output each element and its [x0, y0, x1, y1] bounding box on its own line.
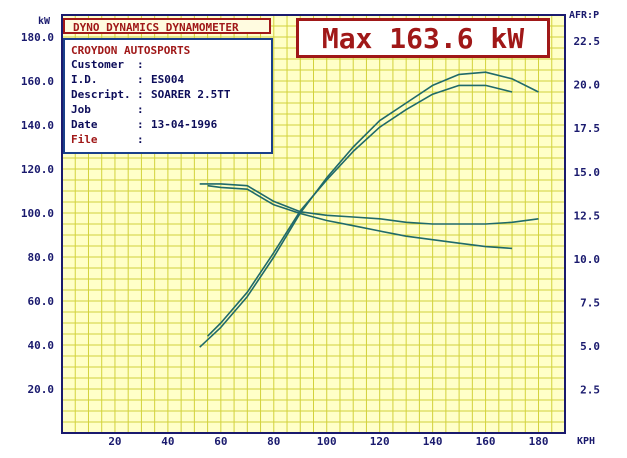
x-tick-label: 120: [370, 435, 390, 448]
info-key: Customer: [71, 58, 124, 71]
dyno-title: DYNO DYNAMICS DYNAMOMETER: [63, 18, 271, 34]
x-tick-label: 180: [529, 435, 549, 448]
x-tick-label: 160: [476, 435, 496, 448]
info-row-date: Date : 13-04-1996: [71, 117, 265, 132]
x-tick-label: 140: [423, 435, 443, 448]
x-tick-label: 100: [317, 435, 337, 448]
x-tick-label: 80: [267, 435, 280, 448]
y-right-tick-label: 7.5: [580, 296, 600, 309]
y-right-tick-label: 17.5: [574, 122, 601, 135]
info-colon: :: [137, 103, 144, 116]
info-row-job: Job :: [71, 102, 265, 117]
y-right-tick-label: 10.0: [574, 253, 601, 266]
info-value: 13-04-1996: [151, 118, 218, 131]
y-left-tick-label: 180.0: [21, 31, 54, 44]
info-value: [151, 102, 265, 117]
afr-trace-3: [207, 184, 513, 250]
info-colon: :: [137, 118, 144, 131]
y-left-tick-label: 40.0: [28, 339, 55, 352]
y-right-tick-label: 22.5: [574, 35, 601, 48]
y-left-tick-label: 20.0: [28, 383, 55, 396]
info-row-id: I.D. : ES004: [71, 72, 265, 87]
y-left-tick-label: 140.0: [21, 119, 54, 132]
info-colon: :: [137, 58, 144, 71]
run-info-panel: CROYDON AUTOSPORTS Customer : I.D. : ES0…: [63, 38, 273, 154]
y-left-axis-unit: kW: [38, 16, 51, 27]
x-axis-unit: KPH: [577, 436, 595, 447]
y-left-tick-label: 160.0: [21, 75, 54, 88]
info-key: I.D.: [71, 73, 98, 86]
info-row-file: File :: [71, 132, 265, 147]
max-power-readout: Max 163.6 kW: [296, 18, 550, 58]
y-right-axis-unit: AFR:P: [569, 10, 599, 21]
plot-frame: [61, 14, 566, 434]
info-colon: :: [137, 88, 144, 101]
y-right-tick-label: 5.0: [580, 340, 600, 353]
info-value: [151, 57, 265, 72]
y-right-tick-label: 2.5: [580, 383, 600, 396]
power-trace-1: [207, 84, 513, 337]
x-tick-label: 20: [108, 435, 121, 448]
y-right-tick-label: 20.0: [574, 79, 601, 92]
info-row-description: Descript. : SOARER 2.5TT: [71, 87, 265, 102]
y-right-tick-label: 12.5: [574, 209, 601, 222]
info-key: Date: [71, 118, 98, 131]
y-left-tick-label: 80.0: [28, 251, 55, 264]
x-tick-label: 60: [214, 435, 227, 448]
info-colon: :: [137, 133, 144, 146]
info-key: File: [71, 133, 98, 146]
info-key: Job: [71, 103, 91, 116]
shop-name: CROYDON AUTOSPORTS: [71, 44, 191, 57]
info-key: Descript.: [71, 88, 131, 101]
info-value: ES004: [151, 73, 185, 86]
y-right-tick-label: 15.0: [574, 166, 601, 179]
info-value: [151, 132, 265, 147]
info-value: SOARER 2.5TT: [151, 88, 231, 101]
power-trace-0: [199, 71, 539, 348]
y-left-tick-label: 100.0: [21, 207, 54, 220]
info-row-customer: Customer :: [71, 57, 265, 72]
x-tick-label: 40: [161, 435, 174, 448]
afr-trace-2: [199, 183, 539, 225]
y-left-tick-label: 60.0: [28, 295, 55, 308]
y-left-tick-label: 120.0: [21, 163, 54, 176]
info-colon: :: [137, 73, 144, 86]
